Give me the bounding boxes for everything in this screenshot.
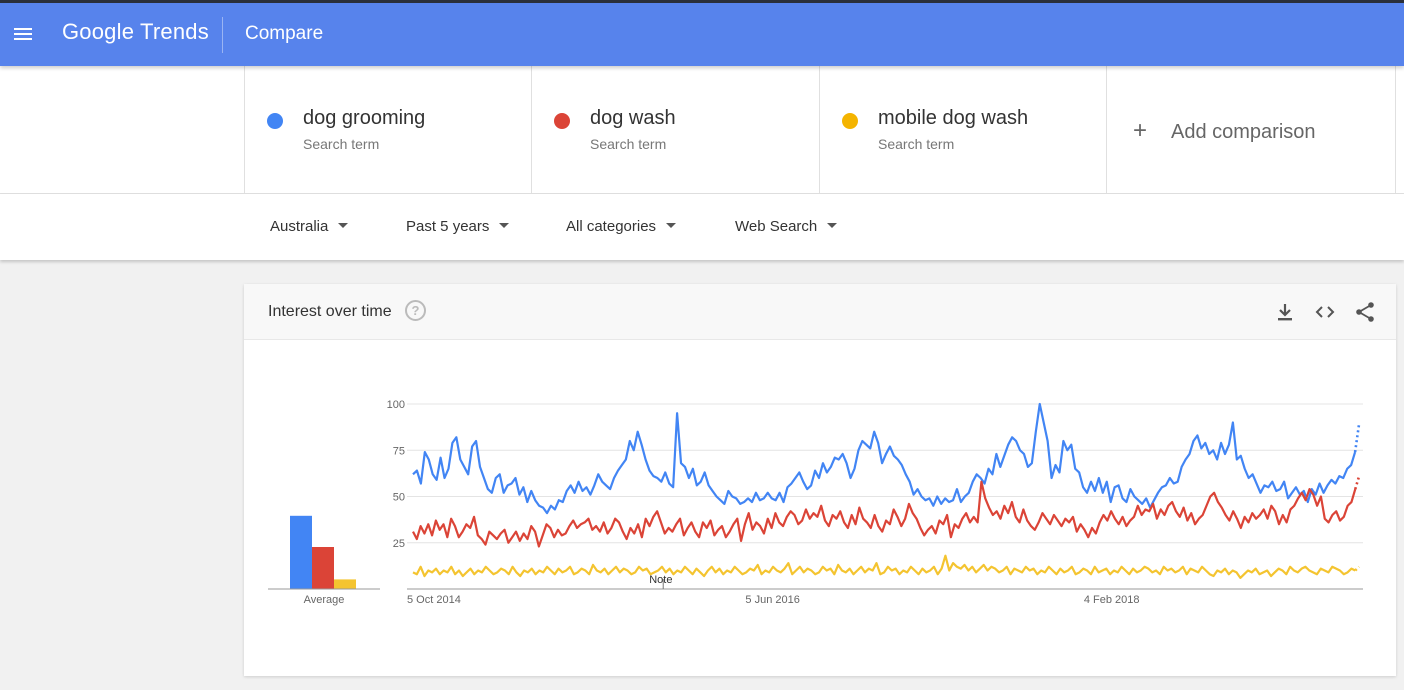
series-color-dot — [842, 113, 858, 129]
term-type: Search term — [303, 136, 380, 152]
category-value: All categories — [566, 218, 657, 235]
chevron-down-icon — [338, 222, 349, 228]
term-name[interactable]: dog wash — [590, 107, 676, 129]
y-tick-label: 50 — [393, 492, 405, 504]
series-line — [412, 554, 1356, 579]
term-name[interactable]: mobile dog wash — [878, 107, 1029, 129]
share-icon[interactable] — [1353, 300, 1377, 324]
help-circle-icon[interactable]: ? — [405, 300, 426, 321]
x-tick-label: 5 Jun 2016 — [745, 594, 799, 606]
average-label: Average — [304, 594, 345, 606]
card-title: Interest over time — [268, 303, 392, 320]
term-type: Search term — [878, 136, 955, 152]
time-range-dropdown[interactable]: Past 5 years — [406, 218, 510, 235]
y-tick-label: 25 — [393, 538, 405, 550]
add-comparison-button[interactable]: + Add comparison — [1106, 66, 1396, 194]
region-dropdown[interactable]: Australia — [270, 218, 349, 235]
average-bar — [334, 579, 356, 589]
average-bar — [312, 547, 334, 589]
time-range-value: Past 5 years — [406, 218, 490, 235]
region-value: Australia — [270, 218, 329, 235]
hamburger-menu-icon[interactable] — [14, 25, 34, 43]
embed-code-icon[interactable] — [1313, 300, 1337, 324]
x-tick-label: 4 Feb 2018 — [1084, 594, 1140, 606]
y-tick-label: 100 — [387, 399, 405, 411]
term-card-dog-grooming[interactable]: dog grooming Search term — [244, 66, 532, 194]
search-type-value: Web Search — [735, 218, 818, 235]
average-bar — [290, 515, 312, 589]
series-line — [412, 402, 1357, 515]
add-comparison-label: Add comparison — [1171, 121, 1316, 143]
download-icon[interactable] — [1273, 300, 1297, 324]
interest-over-time-chart: Average 25 50 75 100 5 Oct 2014 5 Jun 2016 4 Fe… — [268, 399, 1363, 606]
term-name[interactable]: dog grooming — [303, 107, 426, 129]
note-annotation: Note — [649, 574, 672, 586]
term-card-dog-wash[interactable]: dog wash Search term — [531, 66, 819, 194]
series-partial-line — [1353, 424, 1361, 453]
card-header: Interest over time ? — [244, 284, 1396, 340]
plus-icon: + — [1133, 117, 1148, 144]
x-tick-label: 5 Oct 2014 — [407, 594, 461, 606]
series-color-dot — [554, 113, 570, 129]
y-tick-label: 75 — [393, 445, 405, 457]
series-partial-line — [1354, 565, 1360, 572]
top-app-bar: Google Trends Compare — [0, 0, 1404, 66]
category-dropdown[interactable]: All categories — [566, 218, 677, 235]
filter-bar: Australia Past 5 years All categories We… — [0, 194, 1404, 260]
series-partial-line — [1354, 475, 1361, 490]
page-title: Compare — [245, 23, 324, 44]
chevron-down-icon — [666, 222, 677, 228]
interest-over-time-card: Interest over time ? Average 25 50 75 100 5 O… — [244, 284, 1396, 676]
series-color-dot — [267, 113, 283, 129]
term-card-mobile-dog-wash[interactable]: mobile dog wash Search term — [819, 66, 1107, 194]
term-type: Search term — [590, 136, 667, 152]
google-trends-logo[interactable]: Google Trends — [62, 19, 209, 44]
comparison-terms-row: dog grooming Search term dog wash Search… — [0, 66, 1404, 194]
chevron-down-icon — [827, 222, 838, 228]
header-divider — [222, 17, 223, 53]
chevron-down-icon — [499, 222, 510, 228]
search-type-dropdown[interactable]: Web Search — [735, 218, 838, 235]
series-line — [412, 480, 1357, 548]
